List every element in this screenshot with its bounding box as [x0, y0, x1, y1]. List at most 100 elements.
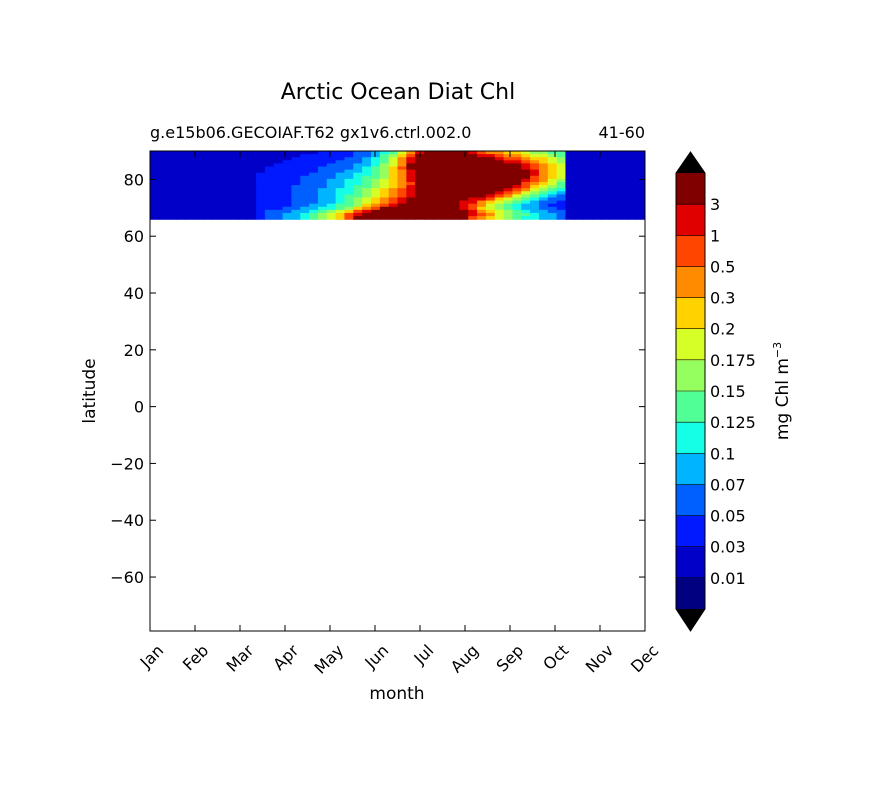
- y-axis: 80 60 40 20 0 −20 −40 −60: [110, 170, 645, 587]
- contour-cell: [538, 216, 549, 220]
- contour-cell: [379, 169, 390, 174]
- contour-cell: [238, 154, 248, 158]
- contour-cell: [229, 178, 239, 183]
- contour-cell: [291, 169, 301, 174]
- contour-cell: [158, 151, 169, 155]
- contour-cell: [388, 191, 399, 195]
- contour-cell: [441, 209, 452, 214]
- contour-cell: [512, 185, 522, 189]
- contour-cell: [547, 209, 558, 214]
- contour-cell: [335, 209, 346, 214]
- contour-cell: [362, 178, 372, 183]
- contour-cell: [583, 178, 593, 183]
- contour-cell: [591, 178, 602, 183]
- contour-cell: [362, 191, 372, 195]
- contour-cell: [503, 157, 514, 161]
- contour-cell: [282, 203, 293, 208]
- contour-cell: [282, 172, 293, 177]
- contour-cell: [583, 169, 593, 174]
- contour-cell: [530, 157, 540, 161]
- contour-cell: [574, 185, 584, 189]
- contour-cell: [459, 216, 469, 220]
- contour-cell: [397, 172, 407, 177]
- contour-cell: [406, 203, 416, 208]
- contour-cell: [512, 212, 522, 217]
- contour-cell: [220, 197, 231, 202]
- contour-cell: [547, 185, 558, 189]
- contour-cell: [503, 194, 514, 199]
- contour-cell: [530, 172, 540, 177]
- contour-cell: [538, 200, 549, 205]
- contour-cell: [538, 197, 549, 202]
- contour-cell: [618, 151, 628, 155]
- contour-cell: [547, 206, 558, 211]
- contour-cell: [185, 212, 195, 217]
- contour-cell: [194, 166, 204, 171]
- contour-cell: [344, 209, 354, 214]
- contour-cell: [282, 160, 293, 164]
- contour-cell: [618, 166, 628, 171]
- contour-cell: [441, 169, 452, 174]
- contour-cell: [379, 181, 390, 186]
- contour-cell: [432, 178, 443, 183]
- contour-cell: [609, 169, 620, 174]
- contour-cell: [521, 194, 531, 199]
- contour-cell: [335, 160, 346, 164]
- contour-cell: [309, 216, 319, 220]
- contour-cell: [317, 163, 328, 168]
- contour-cell: [167, 151, 178, 155]
- contour-cell: [379, 216, 390, 220]
- contour-cell: [521, 188, 531, 192]
- contour-cell: [432, 203, 443, 208]
- contour-cell: [583, 163, 593, 168]
- contour-cell: [530, 163, 540, 168]
- contour-cell: [167, 185, 178, 189]
- contour-cell: [185, 200, 195, 205]
- contour-cell: [256, 206, 266, 211]
- contour-cell: [583, 216, 593, 220]
- contour-cell: [256, 212, 266, 217]
- colorbar-segment: [676, 173, 705, 205]
- contour-cell: [636, 206, 645, 211]
- contour-cell: [220, 169, 231, 174]
- contour-cell: [538, 163, 549, 168]
- contour-cell: [530, 166, 540, 171]
- contour-cell: [291, 163, 301, 168]
- contour-cell: [441, 154, 452, 158]
- contour-cell: [477, 203, 487, 208]
- contour-cell: [370, 157, 381, 161]
- contour-cell: [485, 166, 496, 171]
- contour-cell: [362, 216, 372, 220]
- contour-cell: [176, 154, 186, 158]
- contour-cell: [256, 160, 266, 164]
- contour-cell: [432, 216, 443, 220]
- contour-cell: [538, 212, 549, 217]
- contour-cell: [583, 200, 593, 205]
- contour-cell: [238, 175, 248, 180]
- contour-cell: [264, 163, 275, 168]
- contour-cell: [627, 154, 637, 158]
- contour-cell: [591, 172, 602, 177]
- contour-cell: [335, 163, 346, 168]
- contour-cell: [256, 166, 266, 171]
- contour-cell: [538, 206, 549, 211]
- contour-cell: [211, 209, 222, 214]
- contour-cell: [450, 151, 460, 155]
- contour-cell: [547, 178, 558, 183]
- contour-cell: [317, 172, 328, 177]
- contour-cell: [194, 169, 204, 174]
- contour-cell: [441, 160, 452, 164]
- contour-cell: [379, 203, 390, 208]
- contour-cell: [229, 200, 239, 205]
- contour-cell: [353, 157, 363, 161]
- contour-cell: [167, 178, 178, 183]
- contour-cell: [627, 216, 637, 220]
- contour-cell: [203, 166, 213, 171]
- contour-cell: [591, 175, 602, 180]
- contour-cell: [591, 191, 602, 195]
- contour-cell: [344, 175, 354, 180]
- contour-cell: [273, 178, 284, 183]
- contour-cell: [300, 191, 310, 195]
- contour-cell: [521, 169, 531, 174]
- contour-cell: [468, 160, 478, 164]
